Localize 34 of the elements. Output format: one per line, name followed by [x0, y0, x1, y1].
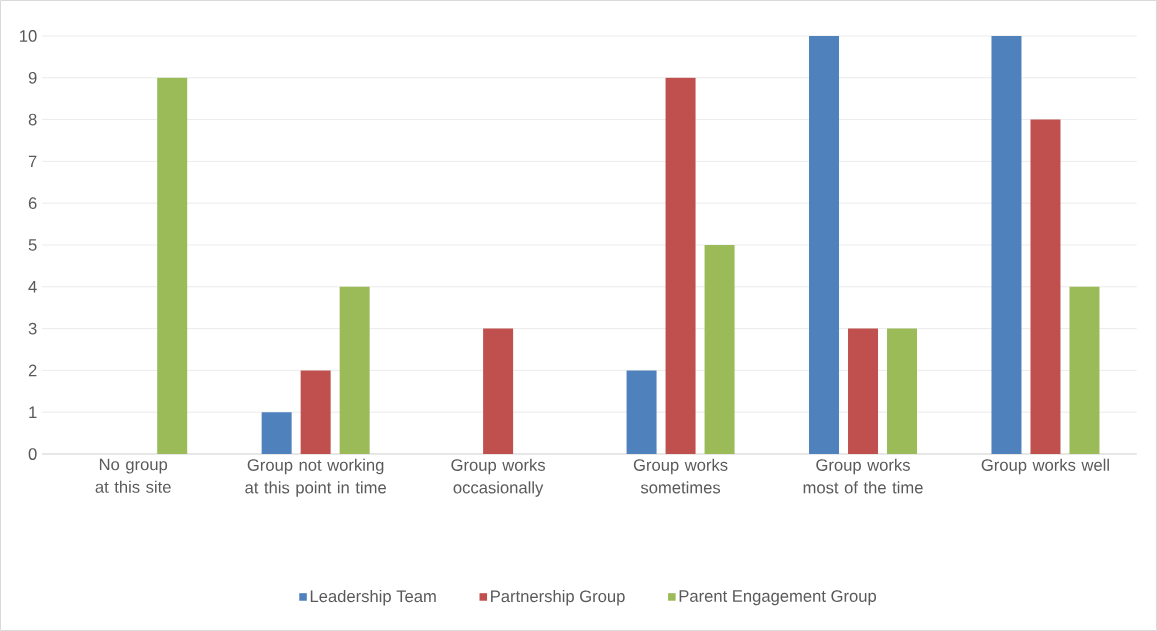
bar [483, 328, 514, 455]
y-tick-label: 7 [28, 155, 37, 168]
y-tick-label: 3 [28, 322, 37, 335]
y-tick-label: 10 [20, 30, 37, 42]
bar [665, 77, 696, 455]
legend-label: Parent Engagement Group [679, 590, 877, 606]
x-tick-label: Group works sometimes [633, 458, 728, 494]
y-tick-label: 4 [28, 281, 37, 293]
bar [626, 370, 657, 455]
y-tick-label: 5 [28, 239, 37, 251]
bar [1030, 119, 1061, 455]
legend-label: Partnership Group [491, 589, 625, 606]
y-tick-label: 6 [28, 197, 37, 210]
legend-label: Leadership Team [310, 589, 436, 606]
bar [157, 77, 188, 455]
bar [887, 328, 918, 455]
bar [809, 35, 840, 455]
y-tick-label: 0 [28, 448, 37, 460]
bar [300, 370, 331, 455]
y-tick-label: 9 [28, 71, 37, 84]
bar [261, 412, 292, 455]
x-tick-label: Group works most of the time [803, 458, 923, 494]
x-tick-label: No group at this site [95, 458, 171, 493]
bar [704, 245, 735, 455]
y-tick-label: 8 [28, 113, 37, 126]
bar [1069, 286, 1100, 455]
y-tick-label: 2 [28, 364, 37, 377]
bar [339, 286, 370, 455]
y-tick-label: 1 [29, 406, 37, 418]
bar [848, 328, 879, 455]
x-tick-label: Group works well [981, 458, 1109, 475]
x-tick-label: Group works occasionally [451, 458, 546, 497]
x-tick-label: Group not working at this point in time [245, 458, 386, 497]
bar [991, 35, 1022, 455]
